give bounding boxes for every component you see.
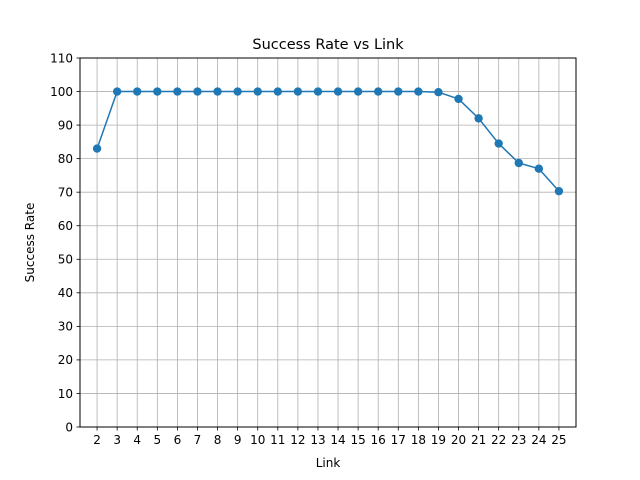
x-tick-label: 16: [371, 433, 386, 447]
data-point: [273, 87, 282, 96]
y-tick-label: 0: [65, 420, 73, 434]
x-tick-label: 7: [194, 433, 202, 447]
data-point: [92, 144, 102, 153]
x-tick-label: 10: [250, 433, 265, 447]
data-point: [454, 94, 463, 104]
x-tick-label: 11: [270, 433, 285, 447]
y-tick-label: 110: [50, 51, 73, 65]
y-tick-label: 10: [58, 387, 73, 401]
y-tick-label: 30: [58, 320, 73, 334]
x-tick-label: 23: [511, 433, 526, 447]
data-point: [394, 87, 403, 96]
x-tick-label: 12: [290, 433, 305, 447]
data-point: [193, 87, 202, 96]
data-point: [293, 87, 303, 96]
data-point: [313, 87, 323, 96]
data-point: [112, 87, 122, 96]
data-point: [554, 186, 564, 196]
y-tick-label: 60: [58, 219, 73, 233]
x-tick-label: 22: [491, 433, 506, 447]
series-marker-layer: [92, 87, 564, 196]
x-tick-label: 24: [531, 433, 546, 447]
data-point: [333, 87, 343, 96]
y-tick-label: 80: [58, 152, 73, 166]
data-point: [494, 139, 503, 148]
x-tick-label: 8: [214, 433, 222, 447]
data-point: [514, 158, 523, 168]
y-axis-label: Success Rate: [23, 203, 37, 283]
x-tick-label: 13: [310, 433, 325, 447]
y-tick-label: 70: [58, 185, 73, 199]
x-tick-label: 21: [471, 433, 486, 447]
data-point: [213, 87, 222, 96]
y-axis-ticks: 0 10 20 30 40 50 60 70 80 90 100 110: [50, 51, 80, 434]
x-tick-label: 14: [330, 433, 345, 447]
x-tick-label: 18: [411, 433, 426, 447]
plot-frame: [79, 57, 577, 428]
x-axis-label: Link: [316, 456, 341, 470]
y-tick-label: 90: [58, 118, 73, 132]
data-point: [173, 87, 182, 96]
data-point: [474, 114, 483, 123]
x-axis-ticks: 2 3 4 5 6 7 8 9 10 11 12 13 14 15 16 17 18 19 20 21 22 23 24 25: [93, 427, 567, 447]
x-tick-label: 20: [451, 433, 466, 447]
x-tick-label: 19: [431, 433, 446, 447]
x-tick-label: 5: [153, 433, 161, 447]
data-point: [534, 164, 544, 173]
chart-title: Success Rate vs Link: [252, 37, 404, 53]
y-tick-label: 50: [58, 253, 73, 267]
data-point: [374, 87, 383, 96]
x-tick-label: 6: [174, 433, 182, 447]
data-point: [253, 87, 262, 96]
data-point: [434, 88, 443, 97]
x-tick-label: 17: [391, 433, 406, 447]
x-tick-label: 9: [234, 433, 242, 447]
data-point: [153, 87, 162, 96]
x-tick-label: 4: [133, 433, 141, 447]
x-tick-label: 2: [93, 433, 101, 447]
data-point: [414, 87, 423, 96]
y-tick-label: 100: [50, 85, 73, 99]
data-point: [133, 87, 142, 96]
x-tick-label: 3: [113, 433, 121, 447]
y-tick-label: 40: [58, 286, 73, 300]
y-tick-label: 20: [58, 353, 73, 367]
x-tick-label: 25: [551, 433, 566, 447]
data-point: [353, 87, 363, 96]
x-tick-label: 15: [350, 433, 365, 447]
data-point: [233, 87, 242, 96]
